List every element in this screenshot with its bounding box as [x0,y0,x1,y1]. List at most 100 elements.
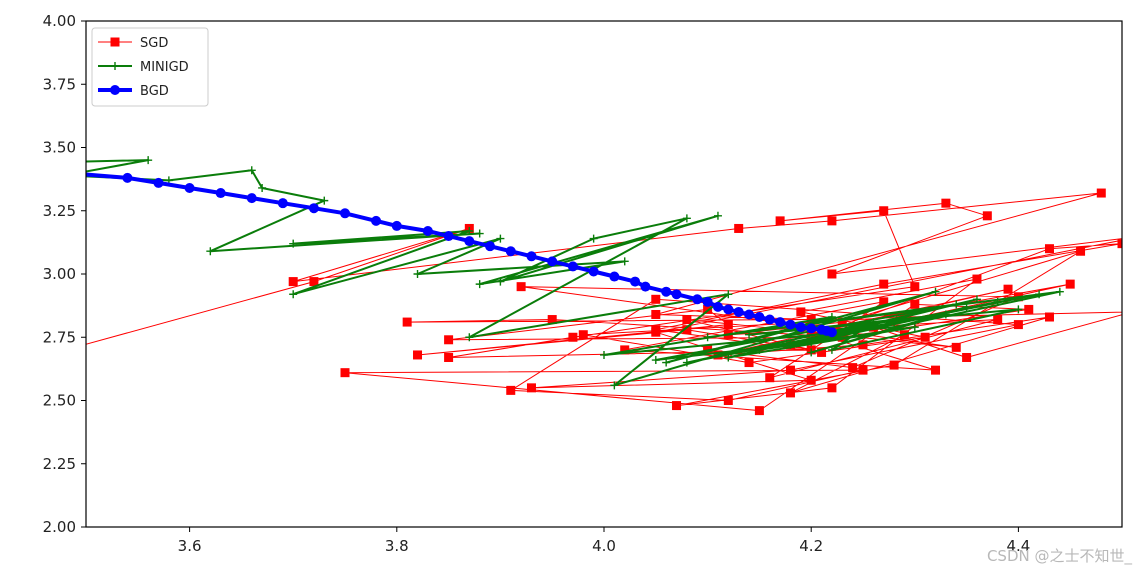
sgd-point [1024,304,1034,314]
sgd-point [931,365,941,375]
legend-label: MINIGD [140,60,189,75]
sgd-point [889,360,899,370]
minigd-point [620,257,629,266]
bgd-point [702,296,713,307]
bgd-point [246,193,257,204]
sgd-point [754,406,764,416]
minigd-point [682,358,691,367]
x-tick-label: 3.6 [178,537,202,555]
y-tick-label: 2.00 [43,518,76,536]
minigd-point [1055,287,1064,296]
sgd-point [288,277,298,287]
sgd-point [827,383,837,393]
sgd-point [972,274,982,284]
sgd-point [651,294,661,304]
sgd-point [1117,239,1122,249]
minigd-point [755,345,764,354]
legend-bgd-point [110,85,120,95]
minigd-point [786,340,795,349]
minigd-point [247,166,256,175]
sgd-point [858,365,868,375]
minigd-point [610,381,619,390]
bgd-point [661,286,672,297]
bgd-point [153,177,164,188]
sgd-point [402,317,412,327]
sgd-point [444,335,454,345]
sgd-point [858,340,868,350]
sgd-point [1065,279,1075,289]
bgd-point [630,276,641,287]
legend: SGD MINIGD BGD [91,27,209,107]
minigd-point [413,270,422,278]
minigd-point [465,333,474,342]
legend-label: BGD [140,84,169,99]
bgd-point [422,225,433,236]
bgd-point [785,319,796,330]
bgd-point [712,301,723,312]
sgd-point [951,342,961,352]
sgd-point [526,383,536,393]
sgd-point [1044,244,1054,254]
minigd-point [890,323,899,332]
sgd-point [703,304,713,314]
sgd-point [651,325,661,335]
minigd-point [289,239,298,248]
sgd-point [1128,307,1137,316]
bgd-point [692,294,703,305]
sgd-point [920,332,930,342]
legend-box [91,27,209,107]
sgd-point [941,198,951,208]
bgd-point [340,208,350,219]
sgd-point [785,388,795,398]
sgd-point [879,279,889,289]
y-tick-label: 2.25 [43,455,76,473]
x-tick-label: 4.2 [799,537,823,555]
bgd-point [588,266,599,277]
sgd-point [796,307,806,317]
sgd-point [837,317,847,327]
sgd-point [1076,246,1086,256]
minigd-point [600,350,608,359]
minigd-point [962,302,971,311]
sgd-point [723,396,733,405]
sgd-point [578,330,588,340]
bgd-point [671,289,682,300]
minigd-point [993,297,1002,306]
bgd-point [567,261,578,272]
y-tick-label: 2.50 [43,392,76,410]
minigd-point [869,318,878,327]
x-tick-label: 3.8 [385,537,409,555]
minigd-point [258,183,267,192]
minigd-point [682,214,691,223]
minigd-point [724,290,733,299]
bgd-point [215,188,226,199]
sgd-point [734,223,744,233]
x-tick-label: 4.0 [592,537,616,555]
bgd-point [806,323,817,334]
sgd-point [879,206,889,216]
minigd-point [475,280,484,289]
sgd-point [962,352,972,362]
bgd-point [391,220,402,231]
y-tick-label: 3.75 [43,75,76,93]
minigd-point [589,234,598,243]
bgd-point [122,172,133,183]
minigd-point [320,196,329,205]
sgd-point [620,345,630,355]
sgd-point [1096,188,1106,198]
minigd-point [972,295,981,304]
sgd-point [806,375,816,385]
sgd-point [568,332,578,342]
sgd-point [413,350,423,360]
minigd-point [206,247,215,256]
minigd-point [827,345,836,354]
sgd-point [651,309,661,319]
sgd-point [1138,232,1144,241]
legend-minigd-point [111,62,119,70]
minigd-point [807,348,816,357]
bgd-point [277,198,288,209]
minigd-point [289,290,298,299]
sgd-point [775,216,785,226]
bgd-point [640,281,651,292]
bgd-point [547,256,558,267]
